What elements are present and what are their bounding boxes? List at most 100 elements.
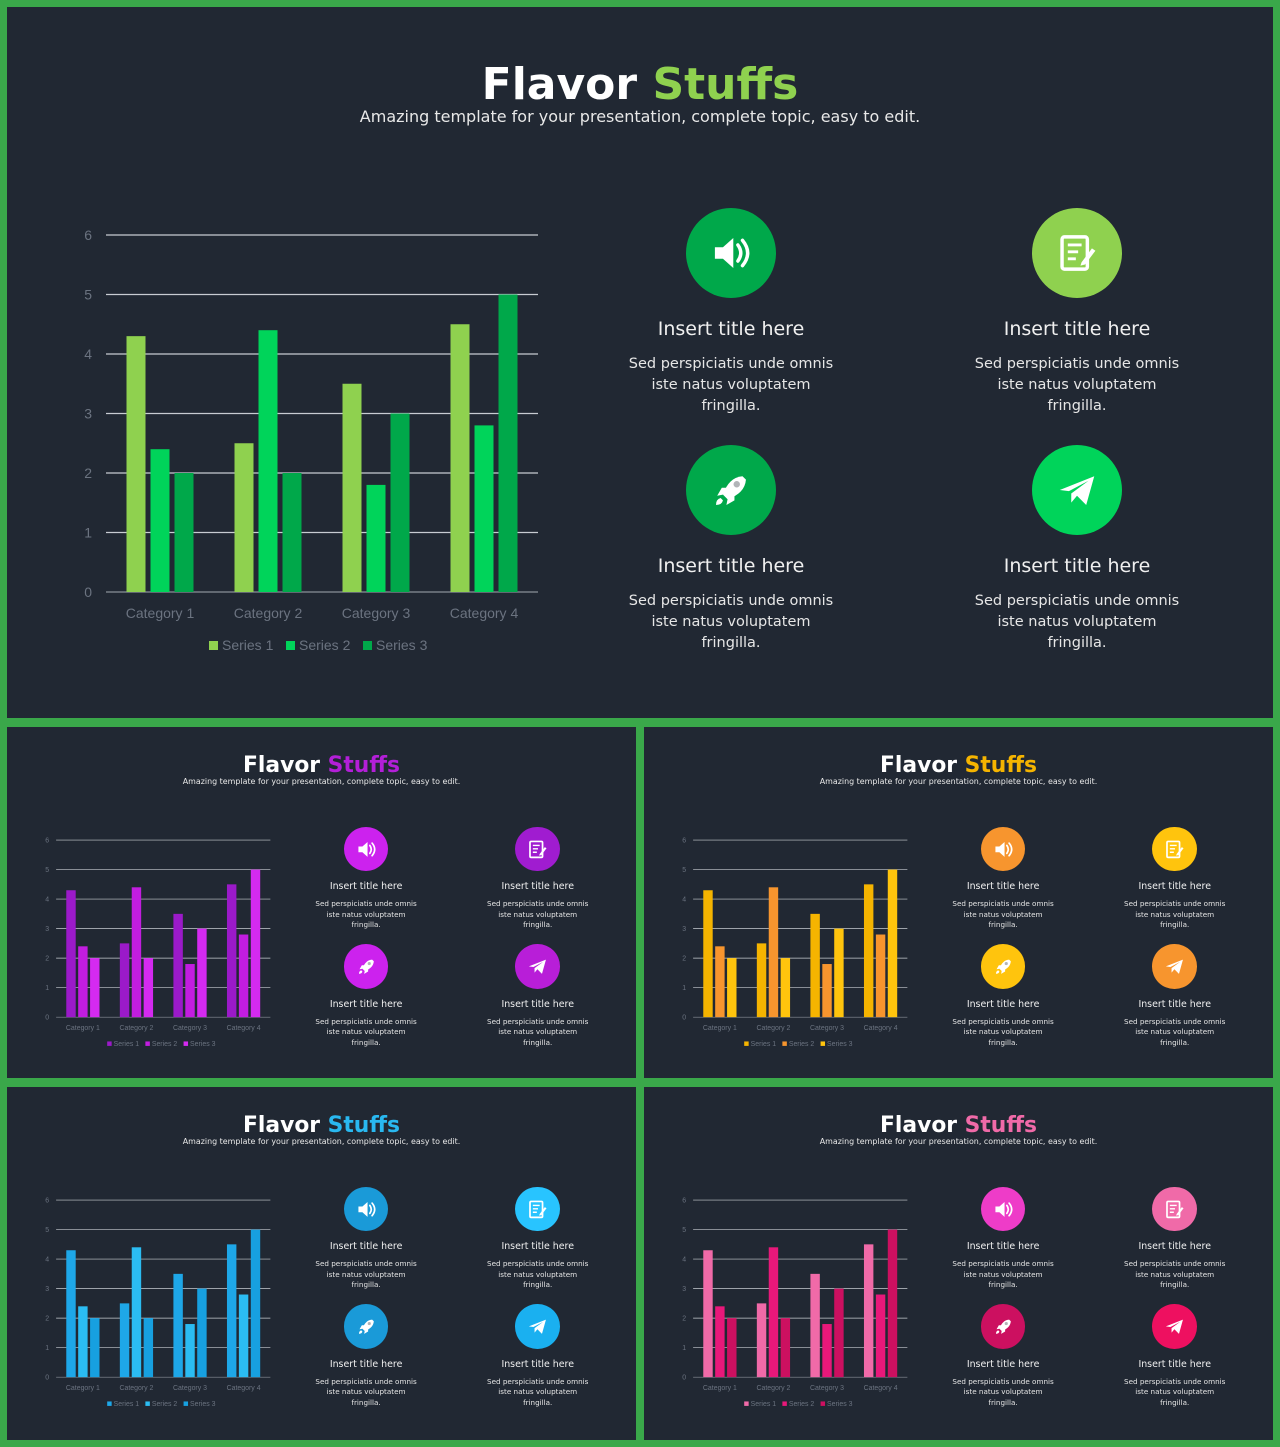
y-tick-label: 1 bbox=[84, 525, 92, 541]
speaker-icon bbox=[992, 1198, 1015, 1221]
legend-label: Series 2 bbox=[152, 1401, 178, 1408]
bar-1-series-3 bbox=[90, 1318, 100, 1378]
bar-1-series-3 bbox=[727, 1318, 737, 1378]
y-tick-label: 5 bbox=[84, 287, 92, 303]
y-tick-label: 2 bbox=[682, 1316, 686, 1323]
paper-plane-icon bbox=[1163, 955, 1186, 978]
x-tick-label: Category 2 bbox=[756, 1025, 790, 1032]
y-tick-label: 3 bbox=[84, 406, 92, 422]
chart-svg: 0 1 2 3 4 5 6 Category 1 Category 2 Category 3 Cat… bbox=[682, 838, 908, 1048]
feature-card: Insert title here Sed perspiciatis unde o… bbox=[302, 1186, 431, 1291]
bar-1-series-2 bbox=[715, 1306, 725, 1378]
speaker-icon bbox=[992, 838, 1015, 861]
x-tick-label: Category 4 bbox=[864, 1385, 898, 1392]
card-description: Sed perspiciatis unde omnis iste natus v… bbox=[487, 899, 589, 929]
notepad-icon bbox=[1163, 1198, 1186, 1221]
speaker-icon bbox=[708, 230, 754, 276]
icon-circle bbox=[686, 445, 776, 535]
title-main: Flavor bbox=[481, 59, 638, 110]
card-description: Sed perspiciatis unde omnis iste natus v… bbox=[952, 1016, 1054, 1047]
x-tick-label: Category 4 bbox=[227, 1385, 261, 1392]
x-tick-label: Category 4 bbox=[450, 605, 519, 621]
y-tick-label: 0 bbox=[682, 1015, 686, 1022]
feature-card: Insert title here Sed perspiciatis unde o… bbox=[302, 826, 431, 931]
bar-2-series-2 bbox=[768, 887, 779, 1018]
bar-2-series-1 bbox=[234, 443, 254, 592]
legend-label: Series 2 bbox=[789, 1041, 815, 1048]
slide-title: Flavor Stuffs bbox=[644, 753, 1273, 778]
card-title: Insert title here bbox=[329, 998, 403, 1010]
legend-label: Series 2 bbox=[299, 637, 351, 653]
x-tick-label: Category 1 bbox=[703, 1385, 737, 1392]
y-tick-label: 6 bbox=[682, 838, 686, 845]
paper-plane-icon bbox=[526, 1315, 549, 1338]
bar-1-series-1 bbox=[66, 890, 76, 1018]
bar-3-series-1 bbox=[810, 1273, 820, 1378]
chart-svg: 0 1 2 3 4 5 6 Category 1 Category 2 Category 3 Cat… bbox=[45, 838, 271, 1048]
feature-card: Insert title here Sed perspiciatis unde o… bbox=[1110, 1304, 1239, 1408]
legend-label: Series 3 bbox=[190, 1041, 216, 1048]
y-tick-label: 5 bbox=[682, 1227, 686, 1234]
legend-label: Series 2 bbox=[152, 1041, 178, 1048]
bar-3-series-2 bbox=[185, 964, 195, 1018]
icon-circle bbox=[343, 826, 389, 872]
feature-card: Insert title here Sed perspiciatis unde o… bbox=[302, 1304, 431, 1408]
feature-card: Insert title here Sed perspiciatis unde o… bbox=[601, 208, 861, 417]
rocket-icon bbox=[355, 1315, 378, 1338]
legend-swatch bbox=[145, 1041, 150, 1046]
rocket-icon bbox=[992, 1315, 1015, 1338]
bar-4-series-2 bbox=[238, 934, 249, 1018]
bar-3-series-2 bbox=[185, 1324, 195, 1378]
y-tick-label: 2 bbox=[45, 1316, 49, 1323]
slide-title: Flavor Stuffs bbox=[7, 59, 1273, 110]
bar-2-series-3 bbox=[143, 1318, 154, 1378]
card-title: Insert title here bbox=[329, 1241, 403, 1253]
x-tick-label: Category 3 bbox=[173, 1025, 207, 1032]
legend-label: Series 1 bbox=[751, 1041, 777, 1048]
card-description: Sed perspiciatis unde omnis iste natus v… bbox=[952, 1259, 1054, 1289]
y-tick-label: 1 bbox=[45, 985, 49, 992]
chart-svg: 0 1 2 3 4 5 6 Category 1 Category 2 Category 3 Cat… bbox=[682, 1198, 908, 1408]
feature-card: Insert title here Sed perspiciatis unde o… bbox=[939, 1304, 1068, 1408]
card-description: Sed perspiciatis unde omnis iste natus v… bbox=[974, 593, 1180, 651]
legend-label: Series 1 bbox=[222, 637, 274, 653]
y-tick-label: 5 bbox=[45, 867, 49, 874]
card-title: Insert title here bbox=[501, 881, 574, 893]
card-title: Insert title here bbox=[966, 881, 1040, 893]
card-description: Sed perspiciatis unde omnis iste natus v… bbox=[952, 1376, 1054, 1407]
slide-4: Flavor Stuffs Amazing template for your p… bbox=[7, 1087, 636, 1440]
slide-3: Flavor Stuffs Amazing template for your p… bbox=[644, 727, 1273, 1078]
bar-1-series-3 bbox=[174, 473, 194, 592]
bar-4-series-3 bbox=[887, 1229, 898, 1378]
card-title: Insert title here bbox=[329, 881, 403, 893]
speaker-icon bbox=[355, 1198, 378, 1221]
bar-3-series-1 bbox=[342, 383, 362, 592]
icon-circle bbox=[515, 1304, 561, 1349]
legend-swatch bbox=[820, 1401, 826, 1406]
card-title: Insert title here bbox=[966, 1241, 1040, 1253]
rocket-icon bbox=[992, 955, 1015, 978]
card-description: Sed perspiciatis unde omnis iste natus v… bbox=[1124, 1016, 1226, 1047]
x-tick-label: Category 1 bbox=[66, 1025, 100, 1032]
bar-2-series-3 bbox=[143, 958, 154, 1018]
bar-2-series-3 bbox=[780, 1318, 791, 1378]
notepad-icon bbox=[1054, 230, 1100, 276]
icon-circle bbox=[1152, 826, 1198, 872]
feature-card: Insert title here Sed perspiciatis unde o… bbox=[1110, 826, 1239, 931]
bar-4-series-2 bbox=[238, 1294, 249, 1378]
x-tick-label: Category 3 bbox=[810, 1385, 844, 1392]
y-tick-label: 0 bbox=[84, 584, 92, 600]
feature-card: Insert title here Sed perspiciatis unde o… bbox=[939, 826, 1068, 931]
card-description: Sed perspiciatis unde omnis iste natus v… bbox=[315, 1259, 417, 1289]
rocket-icon bbox=[355, 955, 378, 978]
y-tick-label: 1 bbox=[682, 1345, 686, 1352]
notepad-icon bbox=[526, 1198, 549, 1221]
y-tick-label: 5 bbox=[682, 867, 686, 874]
card-description: Sed perspiciatis unde omnis iste natus v… bbox=[315, 1376, 417, 1407]
bar-4-series-2 bbox=[474, 425, 494, 592]
icon-circle bbox=[1152, 1186, 1198, 1232]
card-title: Insert title here bbox=[966, 1358, 1040, 1370]
icon-circle bbox=[980, 1304, 1026, 1349]
feature-card: Insert title here Sed perspiciatis unde o… bbox=[601, 445, 861, 654]
card-description: Sed perspiciatis unde omnis iste natus v… bbox=[974, 356, 1180, 414]
